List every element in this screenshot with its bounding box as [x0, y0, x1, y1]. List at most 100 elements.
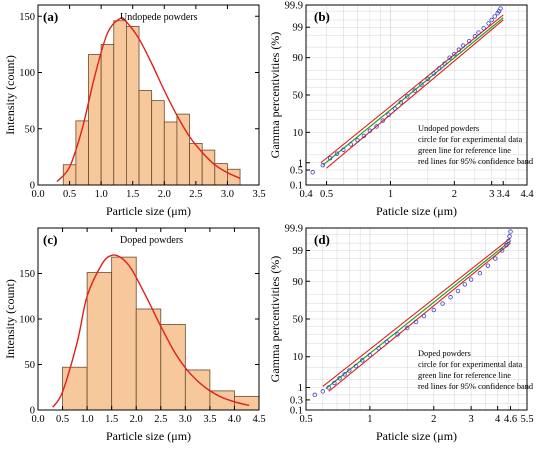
data-point	[421, 313, 427, 319]
x-tick-label: 2.0	[130, 414, 143, 425]
data-point	[320, 389, 326, 394]
x-tick-label: 3	[489, 189, 494, 200]
x-tick-label: 0.5	[299, 414, 312, 425]
x-tick-label: 1.0	[81, 414, 94, 425]
x-tick-label: 4.5	[252, 414, 265, 425]
y-tick-label: 100	[19, 68, 35, 79]
data-point	[392, 106, 398, 111]
x-tick-label: 3.5	[203, 414, 216, 425]
confidence-band-upper	[320, 14, 504, 164]
histogram-bar	[126, 25, 140, 186]
confidence-band-lower	[326, 19, 504, 169]
data-point	[419, 82, 424, 87]
data-point	[327, 156, 333, 161]
data-point	[431, 71, 436, 76]
panel-label: (a)	[43, 9, 58, 24]
data-point	[380, 118, 385, 123]
data-point	[312, 392, 317, 398]
histogram-bar	[138, 90, 153, 186]
y-axis-label: Gamma percentivities (%)	[268, 32, 282, 159]
data-point	[431, 307, 436, 313]
x-tick-label: 3.5	[252, 189, 265, 200]
x-tick-label: 2.5	[189, 189, 202, 200]
data-point	[456, 47, 462, 52]
data-point	[437, 66, 442, 71]
x-axis-label: Paticle size (μm)	[376, 204, 457, 218]
data-point	[367, 128, 373, 133]
histogram-bar	[100, 43, 115, 186]
data-point	[462, 282, 467, 287]
data-point	[460, 43, 466, 48]
histogram-bar	[163, 121, 178, 186]
y-tick-label: 99	[293, 23, 304, 34]
data-point	[492, 14, 497, 19]
x-tick-label: 2	[452, 189, 457, 200]
y-tick-label: 0.1	[290, 181, 303, 192]
data-point	[472, 34, 478, 39]
legend-entry: green line for reference line	[418, 371, 511, 380]
confidence-band-upper	[322, 237, 511, 387]
panel-a: 0.0 0.5 1.0 1.5 2.0 2.5 3.0 3.5 0 50 100 150 Particl…	[3, 4, 266, 218]
x-tick-label: 3.4	[497, 189, 511, 200]
data-point	[386, 112, 391, 117]
data-point	[376, 346, 381, 351]
x-tick-label: 1.5	[126, 189, 139, 200]
data-point	[341, 147, 346, 152]
data-point	[440, 301, 445, 306]
data-point	[447, 55, 452, 60]
panel-label: (d)	[314, 232, 330, 247]
data-point	[507, 234, 512, 239]
x-tick-label: 0.0	[31, 414, 44, 425]
x-tick-label: 2.0	[158, 189, 171, 200]
x-axis-label: Particle size (μm)	[106, 429, 191, 443]
histogram-bar	[111, 256, 137, 411]
data-point	[486, 21, 491, 26]
data-point	[442, 61, 447, 66]
data-point	[466, 38, 472, 44]
data-point	[348, 142, 353, 147]
x-axis-label: Particle size (μm)	[106, 204, 191, 218]
data-point	[405, 325, 410, 331]
legend-entry: Undoped powders	[418, 124, 479, 133]
legend-entry: green line for reference line	[418, 146, 511, 155]
y-tick-label: 1	[298, 158, 303, 169]
plot-frame	[37, 4, 260, 186]
y-tick-label: 150	[19, 12, 35, 23]
fit-curve	[56, 17, 241, 183]
legend-entry: circle for for experimental data	[418, 135, 522, 144]
data-point	[476, 30, 481, 35]
legend-entry: circle for for experimental data	[418, 360, 522, 369]
histogram-bar	[86, 272, 113, 411]
confidence-band-lower	[328, 242, 511, 392]
y-tick-label: 1	[298, 383, 303, 394]
histogram-bar	[184, 369, 211, 411]
data-point	[337, 376, 342, 381]
data-point	[310, 170, 315, 175]
legend-entry: red lines for 95% confidence band	[418, 382, 534, 391]
legend-entry: Doped powders	[418, 349, 471, 358]
y-axis-label: Intensity (count)	[3, 279, 17, 359]
y-tick-label: 50	[25, 360, 36, 371]
panel-b: 0.4 0.5 1 2 3 3.4 4.40.10.511050909999.9Paticl…	[268, 1, 534, 219]
x-tick-label: 3.0	[179, 414, 192, 425]
fit-curve	[52, 254, 250, 408]
panel-c: 0.0 0.5 1.0 1.5 2.0 2.5 3.0 3.5 4.0 4.5 0 50 100 150 P…	[3, 227, 266, 443]
histogram-bar	[113, 20, 127, 186]
panel-label: (b)	[314, 9, 330, 24]
data-point	[326, 385, 331, 390]
data-point	[498, 6, 503, 11]
x-tick-label: 1	[367, 414, 372, 425]
data-point	[412, 88, 417, 93]
data-point	[477, 271, 483, 276]
data-point	[334, 151, 340, 156]
legend-entry: red lines for 95% confidence band	[418, 157, 534, 166]
y-tick-label: 50	[25, 124, 36, 135]
x-tick-label: 4.6	[504, 414, 517, 425]
y-tick-label: 0.3	[290, 395, 303, 406]
data-point	[485, 263, 491, 268]
data-point	[489, 17, 494, 23]
x-tick-label: 4.4	[520, 189, 534, 200]
y-tick-label: 99	[293, 246, 304, 257]
x-tick-label: 4	[495, 414, 501, 425]
x-tick-label: 2.5	[154, 414, 167, 425]
